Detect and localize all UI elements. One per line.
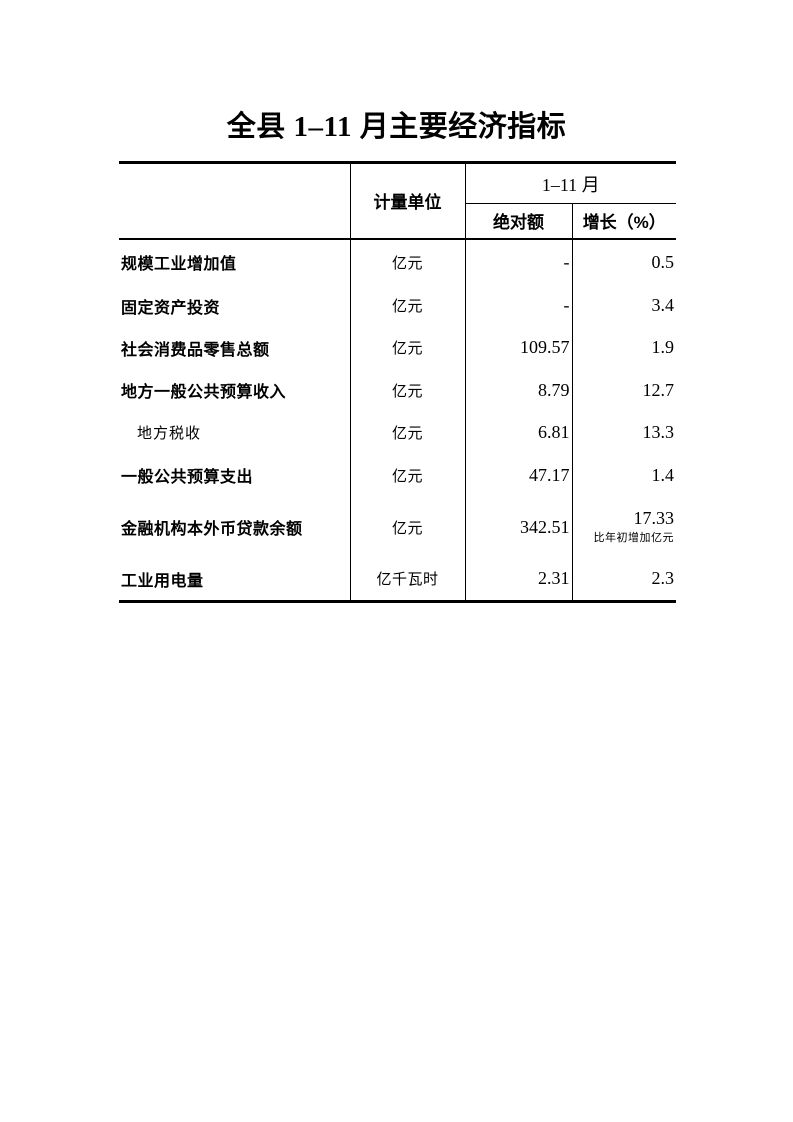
indicator-cell-sub: 地方税收	[119, 411, 351, 454]
header-period-cell: 1–11 月	[465, 162, 676, 204]
table-row: 地方税收 亿元 6.81 13.3	[119, 411, 676, 454]
absolute-cell: 6.81	[465, 411, 573, 454]
header-indicator-cell	[119, 162, 351, 240]
table-body: 规模工业增加值 亿元 - 0.5 固定资产投资 亿元 - 3.4 社会消费品零售…	[119, 238, 676, 602]
indicator-cell: 规模工业增加值	[119, 238, 351, 285]
growth-cell: 1.4	[651, 464, 675, 485]
unit-cell: 亿元	[350, 496, 466, 558]
absolute-cell: 109.57	[465, 326, 573, 369]
absolute-cell: -	[465, 284, 573, 327]
indicator-cell: 固定资产投资	[119, 284, 351, 327]
table-header: 计量单位 1–11 月 绝对额 增长（%）	[119, 162, 676, 240]
growth-cell: 12.7	[642, 379, 675, 400]
absolute-cell: 2.31	[465, 557, 573, 602]
indicator-cell: 工业用电量	[119, 557, 351, 602]
table-row: 工业用电量 亿千瓦时 2.31 2.3	[119, 557, 676, 602]
table-row: 金融机构本外币贷款余额 亿元 342.51 17.33 比年初增加亿元	[119, 496, 676, 558]
header-row-sub: 绝对额 增长（%）	[119, 203, 676, 240]
indicator-cell: 地方一般公共预算收入	[119, 368, 351, 412]
unit-cell: 亿元	[350, 368, 466, 412]
absolute-cell: -	[465, 238, 573, 285]
absolute-cell: 342.51	[465, 496, 573, 558]
absolute-cell: 8.79	[465, 368, 573, 412]
header-absolute-cell: 绝对额	[465, 203, 573, 240]
header-row-top: 计量单位 1–11 月	[119, 162, 676, 240]
unit-cell: 亿元	[350, 453, 466, 497]
unit-cell: 亿元	[350, 411, 466, 454]
indicator-cell: 金融机构本外币贷款余额	[119, 496, 351, 558]
growth-note: 比年初增加亿元	[593, 531, 674, 544]
growth-cell: 0.5	[651, 251, 675, 272]
table-row: 固定资产投资 亿元 - 3.4	[119, 284, 676, 327]
growth-cell: 13.3	[642, 422, 675, 442]
absolute-cell: 47.17	[465, 453, 573, 497]
table-row: 地方一般公共预算收入 亿元 8.79 12.7	[119, 368, 676, 412]
page-title: 全县 1–11 月主要经济指标	[226, 111, 567, 143]
unit-cell: 亿元	[350, 326, 466, 369]
unit-cell: 亿元	[350, 238, 466, 285]
growth-cell: 3.4	[651, 295, 675, 315]
indicator-cell: 社会消费品零售总额	[119, 326, 351, 369]
table-row: 一般公共预算支出 亿元 47.17 1.4	[119, 453, 676, 497]
growth-value: 17.33	[633, 507, 675, 528]
growth-cell: 1.9	[651, 337, 675, 357]
table-row: 社会消费品零售总额 亿元 109.57 1.9	[119, 326, 676, 369]
unit-cell: 亿元	[350, 284, 466, 327]
growth-cell: 2.3	[651, 568, 675, 589]
growth-cell-with-note: 17.33 比年初增加亿元	[572, 497, 676, 558]
indicator-cell: 一般公共预算支出	[119, 453, 351, 497]
table-row: 规模工业增加值 亿元 - 0.5	[119, 238, 676, 285]
economic-indicators-table: 计量单位 1–11 月 绝对额 增长（%） 规模工业增加值 亿元 - 0.5 固…	[119, 161, 676, 603]
header-growth-cell: 增长（%）	[572, 203, 676, 240]
header-unit-cell: 计量单位	[350, 162, 466, 240]
unit-cell: 亿千瓦时	[350, 557, 466, 602]
